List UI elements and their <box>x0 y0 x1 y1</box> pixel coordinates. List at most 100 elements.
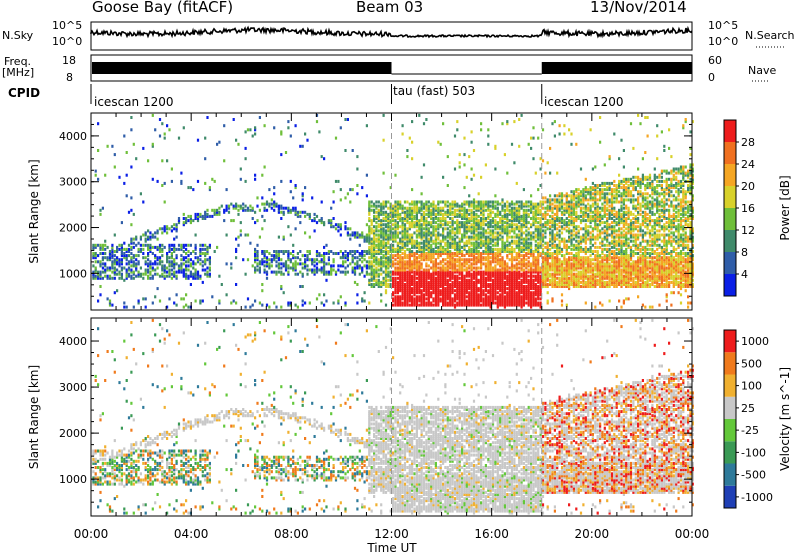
range-gate-cell <box>370 272 373 276</box>
range-gate-cell <box>394 229 397 233</box>
range-gate-cell <box>403 241 407 245</box>
range-gate-cell <box>194 274 197 278</box>
range-gate-cell <box>491 289 495 293</box>
range-gate-cell <box>237 212 240 216</box>
range-gate-cell <box>470 252 473 255</box>
range-gate-cell <box>487 301 490 305</box>
range-gate-cell <box>396 289 399 293</box>
range-gate-cell <box>444 272 447 276</box>
range-gate-cell <box>418 303 421 307</box>
range-gate-cell <box>346 254 349 258</box>
range-gate-cell <box>494 287 497 291</box>
range-gate-cell <box>113 233 116 237</box>
range-gate-cell <box>415 233 418 237</box>
range-gate-cell <box>315 120 319 124</box>
range-gate-cell <box>427 293 430 297</box>
range-gate-cell <box>304 264 307 268</box>
range-gate-cell <box>420 212 423 216</box>
range-gate-cell <box>147 245 150 249</box>
range-gate-cell <box>401 225 404 229</box>
range-gate-cell <box>370 241 373 245</box>
range-gate-cell <box>446 227 449 231</box>
range-gate-cell <box>506 217 509 220</box>
range-gate-cell <box>296 262 299 266</box>
range-gate-cell <box>299 262 302 266</box>
range-gate-cell <box>189 219 192 223</box>
range-gate-cell <box>403 245 407 249</box>
range-gate-cell <box>449 243 452 247</box>
range-gate-cell <box>384 223 388 227</box>
range-gate-cell <box>499 299 502 303</box>
range-gate-cell <box>168 128 171 132</box>
range-gate-cell <box>353 270 357 274</box>
range-gate-cell <box>420 289 423 293</box>
range-gate-cell <box>434 243 437 247</box>
range-gate-cell <box>392 206 395 210</box>
range-gate-cell <box>449 278 452 282</box>
range-gate-cell <box>256 243 259 247</box>
range-gate-cell <box>320 260 323 264</box>
range-gate-cell <box>458 262 461 266</box>
range-gate-cell <box>432 266 435 270</box>
range-gate-cell <box>503 243 506 247</box>
range-gate-cell <box>254 258 257 262</box>
range-gate-cell <box>565 192 568 196</box>
range-gate-cell <box>413 243 416 247</box>
range-gate-cell <box>403 223 407 227</box>
range-gate-cell <box>570 256 573 260</box>
range-gate-cell <box>180 181 183 185</box>
range-gate-cell <box>437 254 440 258</box>
range-gate-cell <box>156 179 159 183</box>
range-gate-cell <box>437 237 440 241</box>
range-gate-cell <box>461 283 464 286</box>
range-gate-cell <box>489 272 492 276</box>
range-gate-cell <box>427 223 430 227</box>
range-gate-cell <box>415 297 418 301</box>
range-gate-cell <box>373 254 376 258</box>
range-gate-cell <box>477 208 480 212</box>
range-gate-cell <box>344 301 347 305</box>
range-gate-cell <box>118 270 121 274</box>
range-gate-cell <box>453 283 457 286</box>
range-gate-cell <box>501 247 504 251</box>
range-gate-cell <box>480 122 483 126</box>
range-gate-cell <box>365 194 368 198</box>
range-gate-cell <box>442 252 445 255</box>
range-gate-cell <box>401 287 404 291</box>
range-gate-cell <box>501 250 504 253</box>
range-gate-cell <box>480 223 483 227</box>
range-gate-cell <box>199 258 202 262</box>
range-gate-cell <box>442 227 445 231</box>
range-gate-cell <box>392 219 395 223</box>
range-gate-cell <box>282 262 285 266</box>
range-gate-cell <box>422 297 426 301</box>
range-gate-cell <box>470 231 473 235</box>
range-gate-cell <box>453 295 457 299</box>
range-gate-cell <box>475 206 478 210</box>
range-gate-cell <box>196 258 200 262</box>
range-gate-cell <box>261 260 264 264</box>
range-gate-cell <box>254 254 257 258</box>
range-gate-cell <box>425 237 428 241</box>
range-gate-cell <box>408 223 411 227</box>
range-gate-cell <box>579 219 583 223</box>
range-gate-cell <box>510 285 514 288</box>
range-gate-cell <box>506 219 509 223</box>
range-gate-cell <box>558 258 561 262</box>
range-gate-cell <box>99 272 102 276</box>
range-gate-cell <box>422 202 426 206</box>
range-gate-cell <box>399 245 402 249</box>
range-gate-cell <box>251 208 254 212</box>
range-gate-cell <box>470 219 473 223</box>
range-gate-cell <box>475 268 478 272</box>
range-gate-cell <box>499 283 502 286</box>
range-gate-cell <box>425 235 428 239</box>
range-gate-cell <box>556 227 559 231</box>
range-gate-cell <box>375 204 378 208</box>
range-gate-cell <box>425 227 428 231</box>
range-gate-cell <box>92 252 95 255</box>
range-gate-cell <box>480 252 483 255</box>
range-gate-cell <box>130 258 133 262</box>
range-gate-cell <box>510 303 514 307</box>
range-gate-cell <box>544 235 547 239</box>
